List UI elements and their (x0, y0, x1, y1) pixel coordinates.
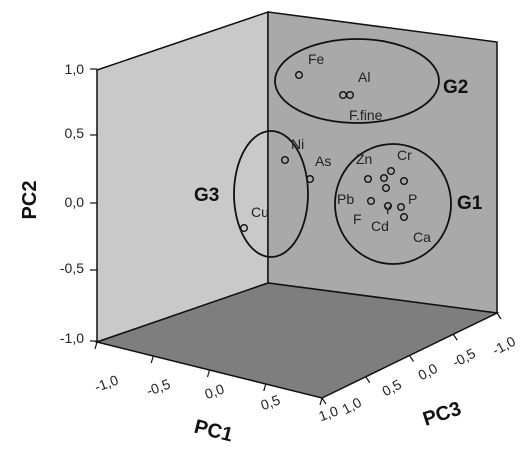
z-tick-mark (452, 333, 458, 341)
point-marker-pb (397, 202, 406, 211)
point-label: Pb (337, 191, 354, 207)
z-tick-label: 0,5 (379, 376, 404, 399)
point-marker-cd (384, 201, 393, 210)
x-tick-mark (150, 355, 154, 364)
point-label: Zn (356, 151, 372, 167)
x-tick-mark (319, 397, 323, 406)
point-label: Cu (251, 204, 269, 220)
group-ellipse-g1 (334, 143, 452, 265)
group-label-g1: G1 (457, 193, 483, 214)
x-tick-mark (263, 383, 267, 392)
group-label-g3: G3 (194, 185, 219, 206)
x-tick-mark (94, 341, 98, 350)
point-marker-cr (380, 173, 389, 182)
point-label: Cr (397, 147, 412, 163)
point-label: Fe (308, 51, 325, 67)
x-tick-label: 1,0 (316, 402, 340, 424)
point-marker-cr (387, 166, 396, 175)
point-label: Y (383, 201, 393, 217)
x-tick-label: 0,5 (258, 391, 282, 413)
z-tick-label: 0,0 (415, 360, 440, 383)
y-tick-label: 1,0 (65, 61, 85, 77)
z-tick-mark (496, 312, 502, 320)
y-tick-label: 0,5 (65, 125, 85, 141)
group-ellipse-g2 (274, 38, 440, 124)
y-tick-label: -0,5 (60, 260, 84, 276)
point-marker-f (367, 196, 376, 205)
z-axis-title: PC3 (420, 398, 464, 431)
x-tick-mark (206, 369, 211, 378)
x-tick-label: 0,0 (202, 380, 226, 402)
point-label: F.fine (349, 107, 383, 123)
point-label: F (353, 211, 362, 227)
x-tick-label: -0,5 (144, 376, 172, 399)
z-tick-label: -0,5 (449, 345, 478, 371)
point-marker-fe (295, 70, 304, 79)
point-label: Ni (291, 136, 304, 152)
z-tick-mark (409, 355, 414, 362)
point-marker-ca (400, 212, 409, 221)
point-label: As (315, 153, 331, 169)
point-marker-p (400, 176, 409, 185)
group-label-g2: G2 (443, 77, 468, 98)
point-marker-y (382, 183, 391, 192)
point-label: P (408, 191, 417, 207)
y-tick-label: -1,0 (60, 330, 84, 346)
x-tick-label: -1,0 (92, 372, 120, 395)
group-ellipse-g3 (233, 130, 309, 258)
z-tick-label: -1,0 (489, 333, 518, 359)
axis-tick-marks (90, 68, 502, 406)
x-axis-title: PC1 (192, 416, 235, 447)
z-tick-mark (365, 376, 371, 384)
point-label: Cd (371, 218, 389, 234)
z-tick-label: 1,0 (339, 394, 364, 417)
point-marker-zn (364, 174, 373, 183)
z-tick-mark (321, 397, 327, 405)
y-tick-label: 0,0 (65, 194, 85, 210)
point-marker-cu (239, 223, 248, 232)
point-label: Al (358, 69, 370, 85)
point-marker-as (306, 174, 315, 183)
y-axis-title: PC2 (19, 181, 41, 220)
point-label: Ca (413, 229, 431, 245)
point-marker-al (346, 90, 355, 99)
point-marker-ni (281, 155, 290, 164)
